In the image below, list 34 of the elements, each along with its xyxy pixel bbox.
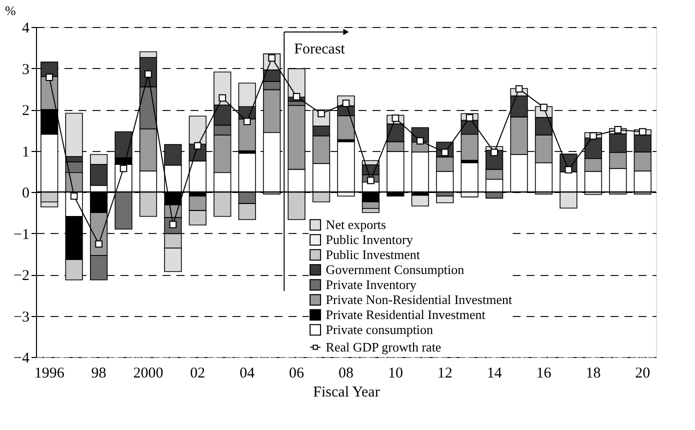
y-tick-label: 1 [22,144,30,160]
x-tick-label: 18 [586,366,601,382]
y-tick-label: 0 [22,186,30,202]
y-tick-label: 4 [22,20,30,36]
ref-line-label: Forecast [294,41,346,58]
legend-label: Private Residential Investment [326,306,486,322]
legend-label: Public Inventory [326,232,414,247]
x-tick-label: 02 [190,366,206,382]
x-tick-label: 16 [536,366,552,382]
x-tick-label: 04 [240,366,256,382]
x-tick-label: 2000 [133,366,164,382]
legend-label: Private Non-Residential Investment [326,292,512,307]
x-tick-label: 1996 [34,366,65,382]
x-tick-label: 10 [388,366,403,382]
legend-label: Net exports [326,216,386,232]
legend-label: Private consumption [326,322,434,337]
y-tick-label: −4 [14,350,30,366]
y-tick-label: −3 [14,309,30,326]
x-tick-label: 06 [289,366,305,382]
x-tick-label: 08 [338,366,354,382]
x-tick-label: 98 [91,366,106,382]
y-axis-title: % [5,3,16,18]
y-tick-label: −1 [14,226,30,243]
y-tick-label: 2 [22,103,30,119]
x-tick-label: 20 [635,366,650,382]
legend-label: Government Consumption [326,262,465,277]
x-axis-title: Fiscal Year [313,384,380,400]
y-tick-label: −2 [14,268,30,284]
legend-label: Private Inventory [326,276,417,292]
legend-label: Real GDP growth rate [326,339,442,354]
x-tick-label: 12 [437,366,452,382]
x-tick-label: 14 [486,366,502,382]
legend-label: Public Investment [326,246,420,262]
y-tick-label: 3 [22,62,30,78]
